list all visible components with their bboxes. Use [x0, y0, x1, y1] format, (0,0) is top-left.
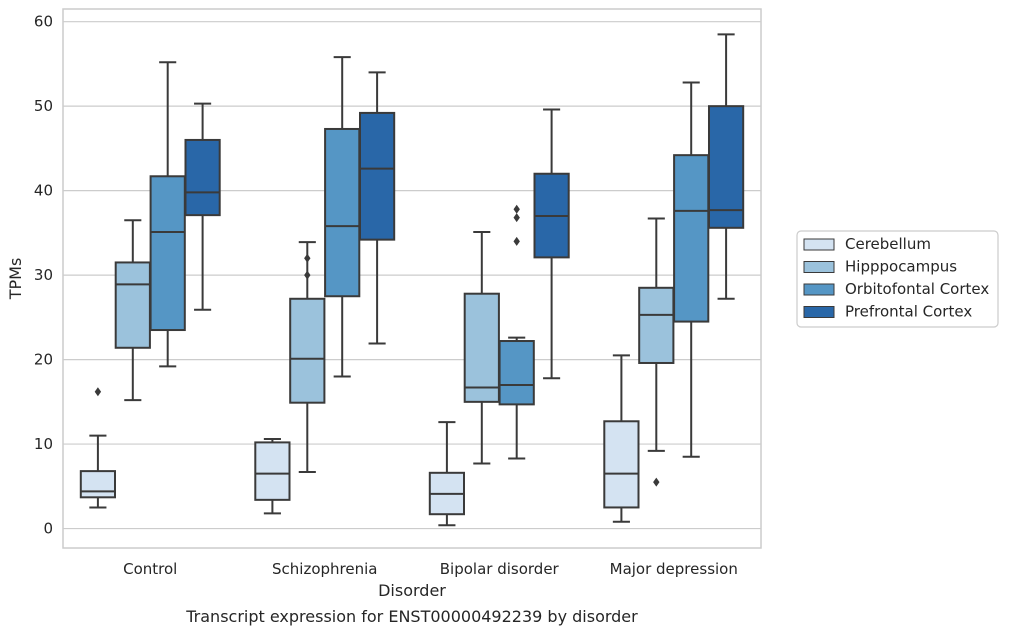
- box-prefrontal-cortex: [533, 108, 570, 380]
- legend-swatch: [803, 283, 835, 296]
- box-cerebellum: [79, 387, 117, 509]
- legend-item: Orbitofontal Cortex: [803, 280, 989, 298]
- plot-frame: [62, 8, 762, 549]
- legend-frame: [796, 230, 999, 328]
- box-iqr: [603, 420, 640, 509]
- box-iqr: [79, 470, 117, 499]
- y-tick-label: 50: [34, 97, 53, 115]
- box-cerebellum: [254, 438, 291, 515]
- x-axis-ticks: Control Schizophrenia Bipolar disorder Majo…: [123, 560, 738, 578]
- legend-swatch: [803, 261, 835, 273]
- box-iqr: [638, 286, 675, 364]
- x-axis-label: Disorder: [378, 581, 446, 600]
- outlier-point: [513, 213, 520, 223]
- box-plot-area: [79, 33, 745, 527]
- legend-label: Orbitofontal Cortex: [845, 280, 989, 298]
- legend-swatch: [803, 306, 835, 318]
- box-iqr: [707, 105, 745, 229]
- x-tick-label: Schizophrenia: [272, 560, 377, 578]
- box-iqr: [324, 127, 361, 298]
- box-iqr: [673, 154, 710, 323]
- y-axis-label: TPMs: [6, 258, 25, 301]
- outlier-point: [304, 253, 311, 263]
- box-cerebellum: [428, 421, 466, 527]
- box-iqr: [289, 297, 326, 404]
- legend-item: Prefrontal Cortex: [803, 303, 972, 321]
- box-cerebellum: [603, 354, 640, 523]
- box-iqr: [463, 292, 500, 403]
- box-prefrontal-cortex: [184, 102, 221, 311]
- y-tick-label: 40: [34, 182, 53, 200]
- box-hipppocampus: [638, 217, 675, 487]
- outlier-point: [513, 204, 520, 214]
- legend: Cerebellum Hipppocampus Orbitofontal Corte…: [796, 230, 999, 328]
- x-tick-label: Bipolar disorder: [440, 560, 560, 578]
- box-orbitofontal-cortex: [149, 61, 186, 368]
- legend-swatch: [803, 238, 835, 251]
- y-axis-ticks: 0 10 20 30 40 50 60: [34, 13, 53, 538]
- legend-item: Cerebellum: [803, 235, 931, 253]
- x-tick-label: Control: [123, 560, 177, 578]
- y-tick-label: 20: [34, 351, 53, 369]
- box-iqr: [254, 441, 291, 501]
- box-hipppocampus: [463, 231, 500, 465]
- outlier-point: [304, 270, 311, 280]
- box-iqr: [498, 340, 535, 406]
- y-tick-label: 60: [34, 13, 53, 31]
- outlier-point: [653, 477, 660, 487]
- chart-caption: Transcript expression for ENST0000049223…: [185, 607, 638, 626]
- legend-label: Prefrontal Cortex: [845, 303, 972, 321]
- box-iqr: [184, 138, 221, 217]
- x-tick-label: Major depression: [610, 560, 738, 578]
- legend-label: Cerebellum: [845, 235, 931, 253]
- box-iqr: [358, 111, 396, 241]
- legend-item: Hipppocampus: [803, 258, 957, 276]
- box-orbitofontal-cortex: [498, 204, 535, 460]
- box-prefrontal-cortex: [707, 33, 745, 300]
- box-orbitofontal-cortex: [324, 56, 361, 378]
- box-iqr: [149, 175, 186, 332]
- legend-label: Hipppocampus: [845, 258, 957, 276]
- box-hipppocampus: [289, 241, 326, 473]
- box-iqr: [114, 261, 151, 349]
- y-tick-label: 30: [34, 266, 53, 284]
- y-tick-label: 10: [34, 435, 53, 453]
- box-prefrontal-cortex: [358, 71, 396, 345]
- outlier-point: [513, 236, 520, 246]
- box-hipppocampus: [114, 219, 151, 402]
- y-tick-label: 0: [43, 520, 53, 538]
- box-orbitofontal-cortex: [673, 81, 710, 458]
- outlier-point: [94, 387, 102, 397]
